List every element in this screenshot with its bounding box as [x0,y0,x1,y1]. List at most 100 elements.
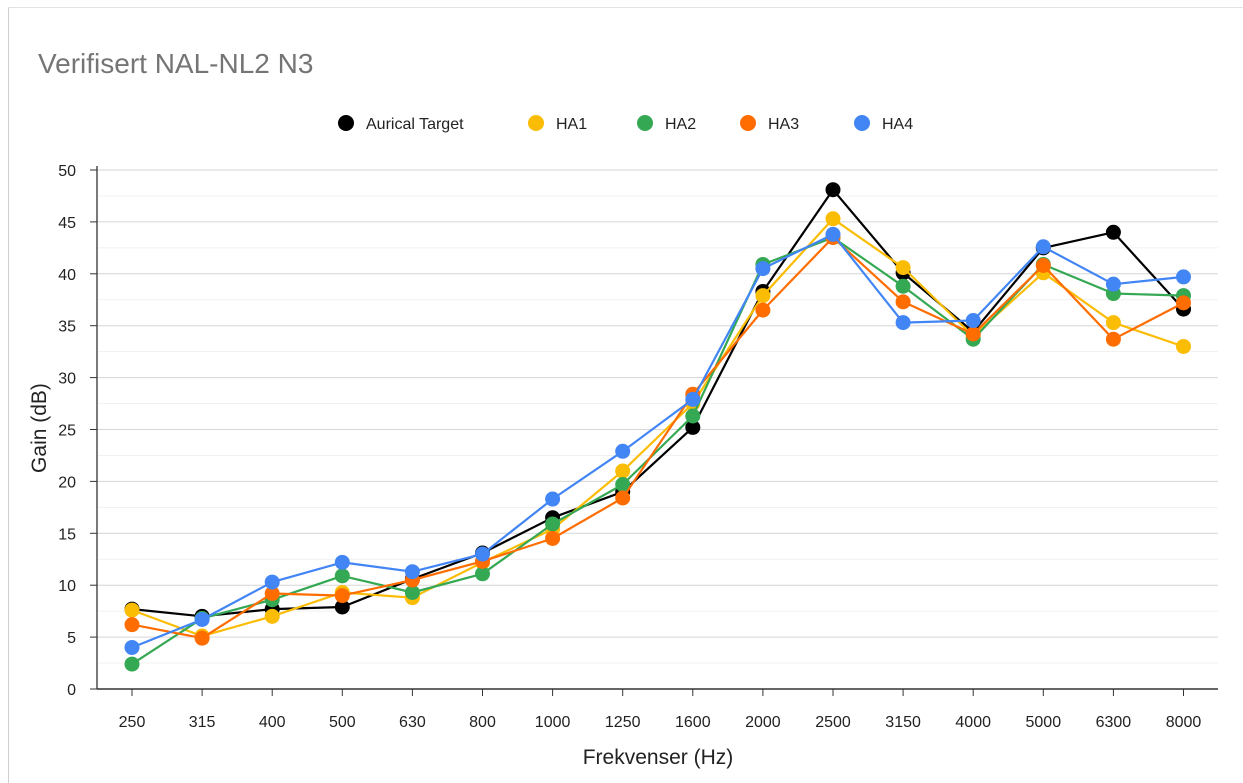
data-point[interactable] [965,326,981,342]
x-tick-label: 5000 [1026,714,1062,731]
x-tick-label: 8000 [1166,714,1202,731]
data-point[interactable] [475,566,490,582]
series-aurical-target [124,182,1191,624]
x-tick-label: 500 [329,714,356,731]
data-point[interactable] [755,302,771,318]
data-point[interactable] [124,602,140,618]
data-point[interactable] [1105,276,1121,292]
data-point[interactable] [475,546,490,562]
data-point[interactable] [1035,257,1051,273]
data-point[interactable] [545,530,561,546]
y-tick-label: 35 [58,319,76,336]
data-point[interactable] [124,617,140,633]
legend-item-ha1[interactable]: HA1 [528,115,587,133]
data-point[interactable] [404,584,420,600]
data-point[interactable] [755,288,771,304]
data-point[interactable] [334,568,350,584]
chart-frame [8,7,1243,783]
data-point[interactable] [1105,331,1121,347]
y-tick-label: 0 [67,682,76,699]
legend-marker [854,115,870,131]
data-point[interactable] [334,599,350,615]
x-axis-title: Frekvenser (Hz) [583,746,734,769]
series-line [131,233,1184,649]
axes: 0 5 10 15 20 25 30 35 40 45 50 250 315 400 500 630 800 10… [58,163,1218,731]
legend-marker [740,115,756,131]
data-point[interactable] [194,611,210,627]
legend-item-ha2[interactable]: HA2 [637,115,696,133]
y-tick-label: 40 [58,267,76,284]
series-ha4 [124,226,1191,655]
data-point[interactable] [545,516,561,532]
gridlines [97,169,1218,664]
legend-label: Aurical Target [366,116,464,133]
y-tick-label: 5 [67,630,76,647]
x-tick-label: 250 [119,714,146,731]
data-point[interactable] [965,313,981,329]
data-point[interactable] [1176,295,1191,311]
x-tick-label: 3150 [885,714,921,731]
legend: Aurical Target HA1 HA2 HA3 HA4 [338,115,913,133]
data-point[interactable] [264,586,280,602]
data-point[interactable] [334,554,350,570]
legend-item-ha3[interactable]: HA3 [740,115,799,133]
series-line [131,188,1185,618]
legend-label: HA4 [882,116,913,133]
series-lines [124,182,1191,672]
y-tick-label: 10 [58,578,76,595]
x-tick-label: 800 [469,714,496,731]
data-point[interactable] [685,408,701,424]
data-point[interactable] [755,261,771,277]
data-point[interactable] [264,574,280,590]
data-point[interactable] [895,294,911,310]
y-tick-label: 50 [58,163,76,180]
y-tick-label: 15 [58,526,76,543]
data-point[interactable] [264,608,280,624]
legend-label: HA3 [768,116,799,133]
series-ha2 [124,229,1191,672]
x-tick-label: 315 [189,714,216,731]
data-point[interactable] [404,564,420,580]
x-tick-label: 2000 [745,714,781,731]
data-point[interactable] [895,260,911,276]
data-point[interactable] [1035,239,1051,255]
legend-item-ha4[interactable]: HA4 [854,115,913,133]
chart-title: Verifisert NAL-NL2 N3 [38,48,314,79]
data-point[interactable] [1105,315,1121,331]
data-point[interactable] [825,226,841,242]
data-point[interactable] [194,630,210,646]
x-tick-label: 4000 [955,714,991,731]
data-point[interactable] [124,639,140,655]
y-tick-label: 25 [58,423,76,440]
data-point[interactable] [334,588,350,604]
series-line [131,217,1184,638]
legend-marker [338,115,354,131]
x-tick-label: 1000 [535,714,571,731]
data-point[interactable] [1176,338,1191,354]
data-point[interactable] [825,211,841,227]
data-point[interactable] [1105,224,1121,240]
data-point[interactable] [615,443,631,459]
y-tick-label: 20 [58,474,76,491]
data-point[interactable] [615,477,631,493]
x-tick-label: 1600 [675,714,711,731]
data-point[interactable] [545,491,561,507]
data-point[interactable] [685,391,701,407]
data-point[interactable] [685,419,701,435]
data-point[interactable] [615,463,631,479]
legend-item-aurical-target[interactable]: Aurical Target [338,115,464,133]
data-point[interactable] [124,656,140,672]
data-point[interactable] [895,278,911,294]
x-tick-label: 630 [399,714,426,731]
x-tick-label: 1250 [605,714,641,731]
legend-label: HA1 [556,116,587,133]
data-point[interactable] [615,490,631,506]
y-tick-label: 45 [58,215,76,232]
data-point[interactable] [1176,269,1191,285]
series-line [131,236,1185,640]
data-point[interactable] [895,315,911,331]
legend-marker [528,115,544,131]
data-point[interactable] [825,182,841,198]
x-tick-label: 400 [259,714,286,731]
